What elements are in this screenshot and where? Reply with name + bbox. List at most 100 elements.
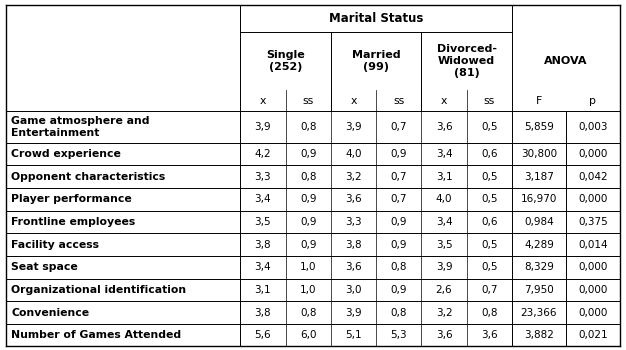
Text: 3,4: 3,4: [255, 262, 271, 272]
Text: F: F: [536, 96, 542, 106]
Text: p: p: [589, 96, 597, 106]
Text: 0,5: 0,5: [481, 240, 498, 250]
Text: 0,003: 0,003: [578, 122, 608, 132]
Text: 3,6: 3,6: [436, 122, 453, 132]
Text: 3,1: 3,1: [436, 172, 453, 182]
Text: Facility access: Facility access: [11, 240, 100, 250]
Text: ss: ss: [484, 96, 495, 106]
Text: 0,6: 0,6: [481, 217, 498, 227]
Text: 0,8: 0,8: [300, 122, 317, 132]
Text: 0,984: 0,984: [524, 217, 554, 227]
Text: 0,000: 0,000: [578, 262, 607, 272]
Text: 3,1: 3,1: [255, 285, 271, 295]
Text: Seat space: Seat space: [11, 262, 78, 272]
Text: 0,021: 0,021: [578, 330, 608, 340]
Text: 4,289: 4,289: [524, 240, 554, 250]
Text: 7,950: 7,950: [524, 285, 554, 295]
Text: Crowd experience: Crowd experience: [11, 149, 121, 159]
Text: 4,0: 4,0: [436, 194, 453, 204]
Text: Game atmosphere and
Entertainment: Game atmosphere and Entertainment: [11, 116, 150, 138]
Text: ss: ss: [393, 96, 404, 106]
Text: 3,187: 3,187: [524, 172, 554, 182]
Text: 3,6: 3,6: [345, 262, 362, 272]
Text: 3,9: 3,9: [255, 122, 271, 132]
Text: 6,0: 6,0: [300, 330, 317, 340]
Text: Opponent characteristics: Opponent characteristics: [11, 172, 165, 182]
Text: 0,5: 0,5: [481, 194, 498, 204]
Text: 3,2: 3,2: [436, 308, 453, 317]
Text: 3,8: 3,8: [255, 308, 271, 317]
Text: Single
(252): Single (252): [266, 50, 305, 72]
Text: ANOVA: ANOVA: [544, 56, 588, 66]
Text: 0,6: 0,6: [481, 149, 498, 159]
Text: 3,2: 3,2: [345, 172, 362, 182]
Text: 0,7: 0,7: [391, 122, 407, 132]
Text: Convenience: Convenience: [11, 308, 90, 317]
Text: 5,6: 5,6: [255, 330, 271, 340]
Text: 30,800: 30,800: [521, 149, 557, 159]
Text: Marital Status: Marital Status: [329, 12, 423, 25]
Text: 0,9: 0,9: [391, 240, 407, 250]
Text: Number of Games Attended: Number of Games Attended: [11, 330, 182, 340]
Text: 3,9: 3,9: [345, 308, 362, 317]
Text: 0,8: 0,8: [300, 172, 317, 182]
Text: 0,9: 0,9: [391, 149, 407, 159]
Text: 0,5: 0,5: [481, 262, 498, 272]
Text: Frontline employees: Frontline employees: [11, 217, 135, 227]
Text: 3,3: 3,3: [345, 217, 362, 227]
Text: 0,014: 0,014: [578, 240, 608, 250]
Text: 0,8: 0,8: [391, 308, 407, 317]
Text: 4,2: 4,2: [255, 149, 271, 159]
Text: 0,7: 0,7: [481, 285, 498, 295]
Text: 23,366: 23,366: [521, 308, 557, 317]
Text: 3,6: 3,6: [481, 330, 498, 340]
Text: Divorced-
Widowed
(81): Divorced- Widowed (81): [437, 44, 496, 78]
Text: 3,8: 3,8: [255, 240, 271, 250]
Text: 0,9: 0,9: [300, 149, 317, 159]
Text: 0,042: 0,042: [578, 172, 608, 182]
Text: 0,9: 0,9: [300, 217, 317, 227]
Text: Organizational identification: Organizational identification: [11, 285, 187, 295]
Text: 3,4: 3,4: [436, 149, 453, 159]
Text: x: x: [441, 96, 447, 106]
Text: 3,8: 3,8: [345, 240, 362, 250]
Text: 3,3: 3,3: [255, 172, 271, 182]
Text: 0,5: 0,5: [481, 172, 498, 182]
Text: 16,970: 16,970: [521, 194, 557, 204]
Text: 2,6: 2,6: [436, 285, 453, 295]
Text: 0,375: 0,375: [578, 217, 608, 227]
Text: Player performance: Player performance: [11, 194, 132, 204]
Text: 0,9: 0,9: [391, 285, 407, 295]
Text: 8,329: 8,329: [524, 262, 554, 272]
Text: 3,6: 3,6: [436, 330, 453, 340]
Text: ss: ss: [302, 96, 314, 106]
Text: 1,0: 1,0: [300, 285, 317, 295]
Text: 0,000: 0,000: [578, 149, 607, 159]
Text: 0,7: 0,7: [391, 194, 407, 204]
Text: 0,7: 0,7: [391, 172, 407, 182]
Text: 0,9: 0,9: [300, 194, 317, 204]
Text: 4,0: 4,0: [346, 149, 362, 159]
Text: 0,000: 0,000: [578, 194, 607, 204]
Text: 3,4: 3,4: [436, 217, 453, 227]
Text: 3,882: 3,882: [524, 330, 554, 340]
Text: 0,9: 0,9: [391, 217, 407, 227]
Text: 3,5: 3,5: [255, 217, 271, 227]
Text: 1,0: 1,0: [300, 262, 317, 272]
Text: 0,000: 0,000: [578, 285, 607, 295]
Text: 3,0: 3,0: [346, 285, 362, 295]
Text: 5,859: 5,859: [524, 122, 554, 132]
Text: Married
(99): Married (99): [352, 50, 401, 72]
Text: 3,9: 3,9: [436, 262, 453, 272]
Text: 0,5: 0,5: [481, 122, 498, 132]
Text: 0,9: 0,9: [300, 240, 317, 250]
Text: 0,8: 0,8: [300, 308, 317, 317]
Text: 5,3: 5,3: [391, 330, 407, 340]
Text: x: x: [260, 96, 266, 106]
Text: 0,8: 0,8: [481, 308, 498, 317]
Text: 3,6: 3,6: [345, 194, 362, 204]
Text: 0,000: 0,000: [578, 308, 607, 317]
Text: 3,9: 3,9: [345, 122, 362, 132]
Text: x: x: [351, 96, 357, 106]
Text: 5,1: 5,1: [345, 330, 362, 340]
